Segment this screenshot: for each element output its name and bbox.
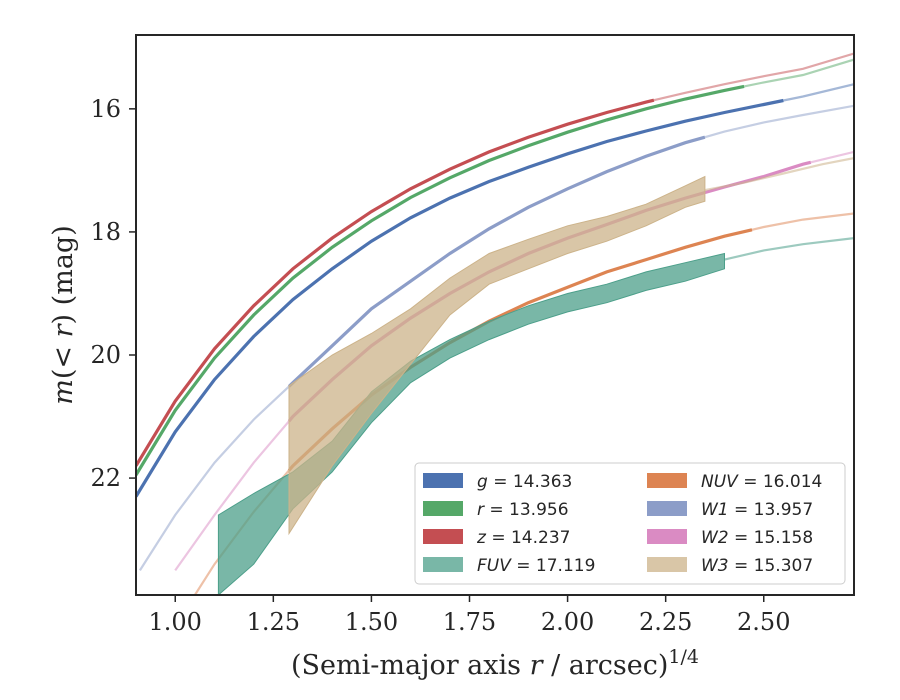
y-tick-label: 20	[90, 341, 121, 369]
legend-swatch-w3	[647, 557, 687, 572]
x-axis-ticks: 1.00 1.25 1.50 1.75 2.00 2.25 2.50	[149, 595, 790, 636]
series-w2-extrapolated-inner	[174, 420, 290, 572]
legend-label-w1: W1 = 13.957	[701, 500, 813, 520]
legend-swatch-w1	[647, 501, 687, 516]
legend-label-z: z = 14.237	[476, 528, 570, 548]
series-nuv-extrapolated-outer	[751, 212, 854, 231]
legend-label-w2: W2 = 15.158	[701, 528, 813, 548]
y-tick-label: 22	[90, 464, 121, 492]
legend-label-fuv: FUV = 17.119	[477, 556, 595, 576]
legend-swatch-fuv	[423, 557, 463, 572]
x-tick-label: 1.25	[247, 608, 300, 636]
y-tick-label: 16	[90, 95, 121, 123]
series-g-line	[136, 98, 784, 498]
series-w2-extrapolated-outer	[810, 150, 854, 164]
plot-frame	[135, 34, 855, 596]
x-tick-label: 1.75	[443, 608, 496, 636]
series-z-line	[136, 98, 655, 467]
legend-entries: g = 14.363 r = 13.956 z = 14.237 FUV = 17.1…	[423, 472, 822, 576]
x-tick-label: 2.00	[541, 608, 594, 636]
legend-swatch-nuv	[647, 473, 687, 488]
series-w1-line	[287, 135, 706, 388]
y-tick-label: 18	[90, 218, 121, 246]
series-g-extrapolated-outer	[783, 83, 854, 102]
series-layer	[136, 52, 854, 595]
series-w3-extrapolated	[704, 157, 854, 192]
legend-swatch-z	[423, 529, 463, 544]
y-axis-ticks: 16 18 20 22	[90, 95, 136, 492]
x-axis-title: (Semi-major axis r / arcsec)1/4	[291, 646, 699, 681]
x-tick-label: 1.50	[345, 608, 398, 636]
legend: g = 14.363 r = 13.956 z = 14.237 FUV = 17.1…	[414, 462, 846, 585]
series-z-extrapolated-outer	[653, 52, 854, 102]
legend-label-r: r = 13.956	[477, 500, 569, 520]
legend-swatch-w2	[647, 529, 687, 544]
series-r-line	[136, 84, 745, 476]
series-w3-band	[288, 175, 706, 536]
legend-label-g: g = 14.363	[477, 472, 572, 492]
x-tick-label: 1.00	[149, 608, 202, 636]
legend-label-w3: W3 = 15.307	[701, 556, 813, 576]
legend-label-nuv: NUV = 16.014	[701, 472, 822, 492]
legend-box	[414, 462, 846, 585]
x-tick-label: 2.50	[737, 608, 790, 636]
series-fuv-extrapolated	[724, 237, 854, 261]
series-w1-extrapolated-outer	[704, 104, 854, 139]
legend-swatch-r	[423, 501, 463, 516]
series-r-extrapolated-outer	[743, 58, 854, 88]
x-tick-label: 2.25	[639, 608, 692, 636]
series-w1-extrapolated-inner	[138, 385, 290, 571]
y-axis-title: m(< r) (mag)	[48, 225, 79, 404]
legend-swatch-g	[423, 473, 463, 488]
